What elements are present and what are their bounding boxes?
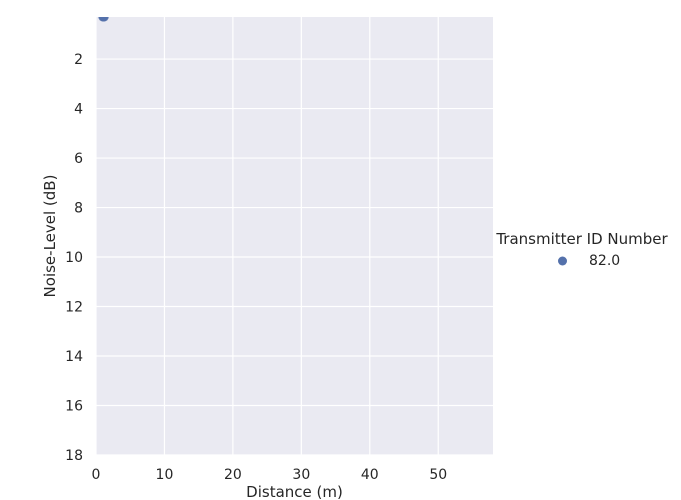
x-axis-label: Distance (m) — [246, 483, 343, 500]
x-tick-label: 50 — [429, 467, 447, 483]
y-tick-label: 16 — [65, 399, 83, 415]
y-tick-label: 4 — [74, 102, 83, 118]
plot-area — [96, 17, 493, 455]
y-tick-label: 2 — [74, 52, 83, 68]
y-tick-label: 18 — [65, 448, 83, 464]
x-tick-label: 0 — [92, 467, 101, 483]
y-tick-label: 14 — [65, 349, 83, 365]
data-point — [99, 17, 109, 22]
legend: Transmitter ID Number 82.0 — [495, 230, 668, 269]
y-tick-label: 8 — [74, 201, 83, 217]
y-tick-label: 10 — [65, 250, 83, 266]
y-axis-label: Noise-Level (dB) — [41, 175, 59, 298]
gridlines — [95, 17, 493, 456]
x-tick-labels: 0 10 20 30 40 50 — [92, 467, 448, 483]
y-tick-labels: 2 4 6 8 10 12 14 16 18 — [65, 52, 83, 464]
legend-title: Transmitter ID Number — [495, 230, 668, 248]
x-tick-label: 30 — [292, 467, 310, 483]
y-tick-label: 6 — [74, 151, 83, 167]
x-tick-label: 20 — [224, 467, 242, 483]
data-points — [98, 17, 109, 22]
legend-marker-82 — [558, 256, 567, 266]
x-tick-label: 40 — [361, 467, 379, 483]
x-tick-label: 10 — [156, 467, 174, 483]
y-tick-label: 12 — [65, 300, 83, 316]
legend-entry-82: 82.0 — [589, 253, 620, 269]
